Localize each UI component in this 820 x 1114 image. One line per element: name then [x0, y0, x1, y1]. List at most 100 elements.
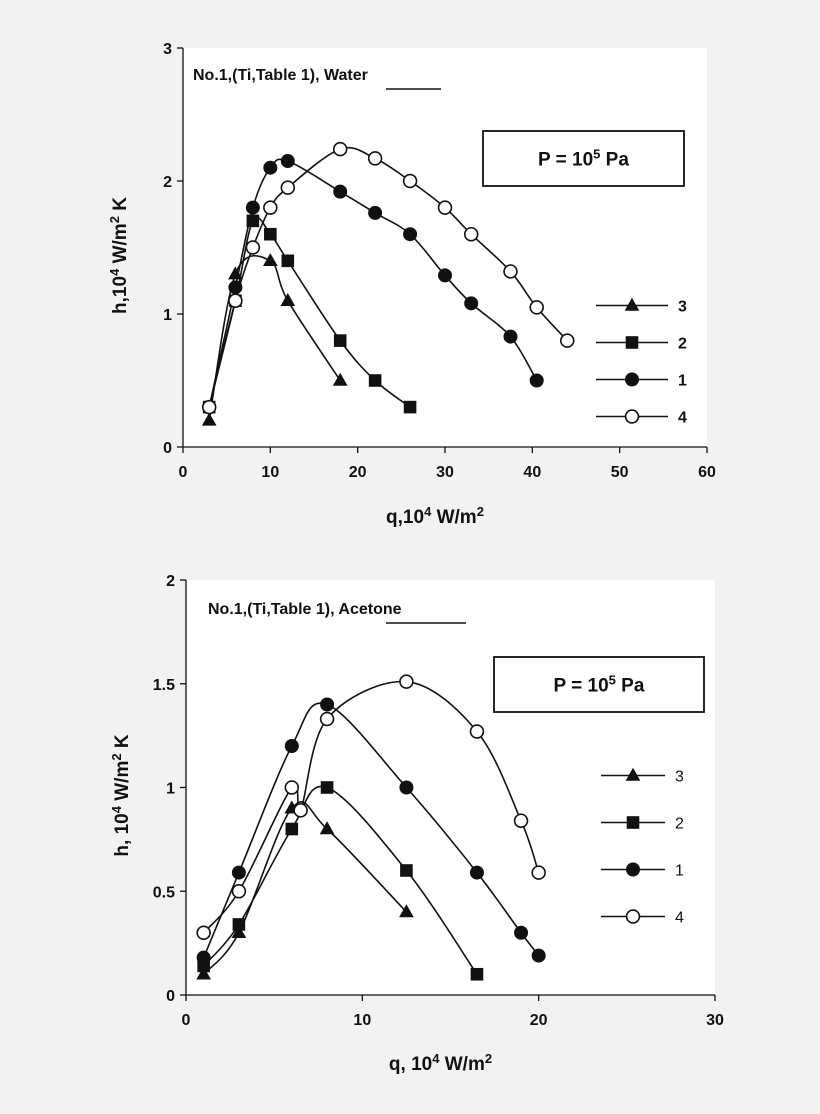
chart-top-series-4-point [503, 264, 518, 279]
chart-top-series-1-point [529, 373, 544, 388]
chart-top-legend-marker-1 [625, 372, 639, 387]
chart-bottom-x-axis-label: q, 104 W/m2 [389, 1051, 492, 1076]
chart-bottom-legend-marker-3 [625, 767, 641, 781]
chart-bottom-series-1-point [531, 948, 546, 963]
chart-bottom-pressure-label: P = 105 Pa [554, 672, 645, 697]
chart-top-series-4-point [245, 240, 261, 255]
chart-bottom-series-1-point [284, 739, 299, 753]
chart-bottom-legend-label-2: 2 [675, 816, 684, 833]
chart-bottom: 0 10 20 30 0 0.5 1 1.5 2 q, 104 W/m2 h, 104 W/m2 K… [109, 573, 725, 1075]
chart-bottom-y-tick-label: 0.5 [153, 884, 175, 901]
chart-top-series-4-point [402, 173, 418, 189]
chart-top-series-1-point [263, 160, 278, 175]
chart-bottom-series-4-point [196, 925, 211, 940]
chart-top-series-2-point [403, 400, 417, 414]
chart-top-series-1-point [245, 200, 260, 215]
chart-bottom-series-1-point [514, 925, 529, 940]
chart-bottom-pressure-box [493, 656, 705, 713]
chart-bottom-series-3-point [319, 821, 335, 835]
chart-bottom-x-tick-label: 20 [530, 1012, 548, 1029]
chart-top-series-3-point [228, 266, 243, 280]
chart-bottom-series-3-point [399, 904, 414, 918]
chart-bottom-note: No.1,(Ti,Table 1), Acetone [208, 601, 402, 618]
chart-top-series-1-point [438, 268, 452, 283]
chart-bottom-x-tick-label: 10 [353, 1012, 371, 1029]
chart-top-series-2-point [333, 334, 347, 347]
chart-bottom-legend-label-3: 3 [675, 769, 684, 786]
chart-bottom-series-1-point [231, 865, 246, 880]
chart-bottom-series-1-point [320, 697, 335, 712]
chart-top-series-4-point [463, 226, 479, 242]
chart-top-y-tick-label: 3 [163, 41, 172, 58]
chart-bottom-y-axis-label: h, 104 W/m2 K [109, 734, 134, 856]
chart-bottom-y-tick-label: 0 [166, 988, 175, 1005]
chart-top-series-1-point [503, 329, 518, 344]
chart-bottom-series-4-point [513, 813, 529, 828]
chart-bottom-legend-marker-1 [626, 862, 640, 877]
chart-top-series-4-point [529, 300, 544, 315]
chart-bottom-series-2-point [285, 822, 299, 836]
chart-top-series-4-point [367, 151, 383, 166]
chart-top-y-axis-label: h,104 W/m2 K [107, 197, 132, 314]
chart-top-legend-marker-2 [625, 336, 639, 349]
chart-bottom-series-4-point [319, 711, 335, 727]
chart-bottom-series-3-point [196, 966, 211, 980]
chart-top-x-tick-label: 20 [349, 464, 367, 481]
chart-bottom-series-2-point [400, 864, 413, 877]
chart-bottom-legend: 3 2 1 4 [585, 752, 695, 940]
chart-top-series-1-point [403, 227, 418, 242]
chart-top-x-tick-label: 50 [611, 464, 629, 481]
chart-top-x-tick-label: 40 [523, 464, 541, 481]
chart-top-legend-label-2: 2 [678, 336, 687, 353]
chart-top-legend-marker-4 [624, 409, 640, 424]
chart-top-pressure-label: P = 105 Pa [538, 146, 629, 171]
chart-top-legend-marker-3 [624, 297, 640, 311]
chart-bottom-series-1-point [196, 950, 211, 965]
chart-top-note: No.1,(Ti,Table 1), Water [193, 67, 368, 84]
chart-bottom-series-4-point [293, 803, 308, 818]
chart-top-y-tick-label: 0 [163, 440, 172, 457]
chart-bottom-legend-box [585, 752, 695, 940]
chart-bottom-x-tick-label: 0 [182, 1012, 191, 1029]
chart-top-legend-box [580, 287, 698, 435]
chart-top-legend-label-3: 3 [678, 299, 687, 316]
chart-bottom-series-1 [196, 697, 546, 965]
chart-top-x-tick-label: 10 [261, 464, 279, 481]
chart-top-series-1-point [333, 184, 348, 199]
chart-top-series-4 [201, 141, 575, 415]
chart-top-x-tick-label: 30 [436, 464, 454, 481]
chart-bottom-series-3-point [231, 925, 247, 938]
chart-top-x-tick-label: 0 [179, 464, 188, 481]
chart-top-series-3-point [280, 293, 296, 306]
chart-top-series-3-point [262, 253, 278, 267]
chart-bottom-series-2-point [320, 781, 334, 794]
chart-top-legend-label-4: 4 [678, 410, 687, 427]
chart-top-series-4-point [332, 141, 348, 157]
chart-bottom-series-4 [196, 674, 546, 940]
chart-top-y-tick-label: 1 [163, 307, 172, 324]
chart-bottom-series-2-point [470, 967, 484, 981]
chart-top-series-2-point [264, 227, 277, 241]
chart-bottom-series-4-point [469, 724, 485, 739]
chart-bottom-series-1-line [202, 702, 540, 958]
chart-top-series-3-point [332, 372, 348, 386]
chart-bottom-y-tick-label: 1 [166, 781, 175, 798]
chart-top-series-2-point [368, 374, 382, 387]
chart-bottom-series-4-point [399, 674, 414, 689]
chart-top-pressure-box [482, 130, 685, 187]
chart-bottom-series-2-point [232, 918, 246, 931]
chart-bottom-x-tick-label: 30 [706, 1012, 724, 1029]
chart-top-series-3-point [201, 412, 217, 426]
chart-bottom-legend-label-1: 1 [675, 863, 684, 880]
chart-top-series-1-point [464, 296, 479, 311]
chart-top-series-4-point [560, 333, 575, 348]
chart-bottom-legend-label-4: 4 [675, 910, 684, 927]
chart-bottom-series-4-point [284, 780, 300, 795]
chart-top-series-4-point [437, 200, 453, 215]
chart-bottom-y-tick-label: 1.5 [153, 677, 175, 694]
chart-top-series-3 [201, 253, 348, 426]
chart-top-x-tick-label: 60 [698, 464, 716, 481]
chart-top-series-1 [202, 154, 544, 415]
chart-bottom-series-4-point [531, 865, 546, 880]
